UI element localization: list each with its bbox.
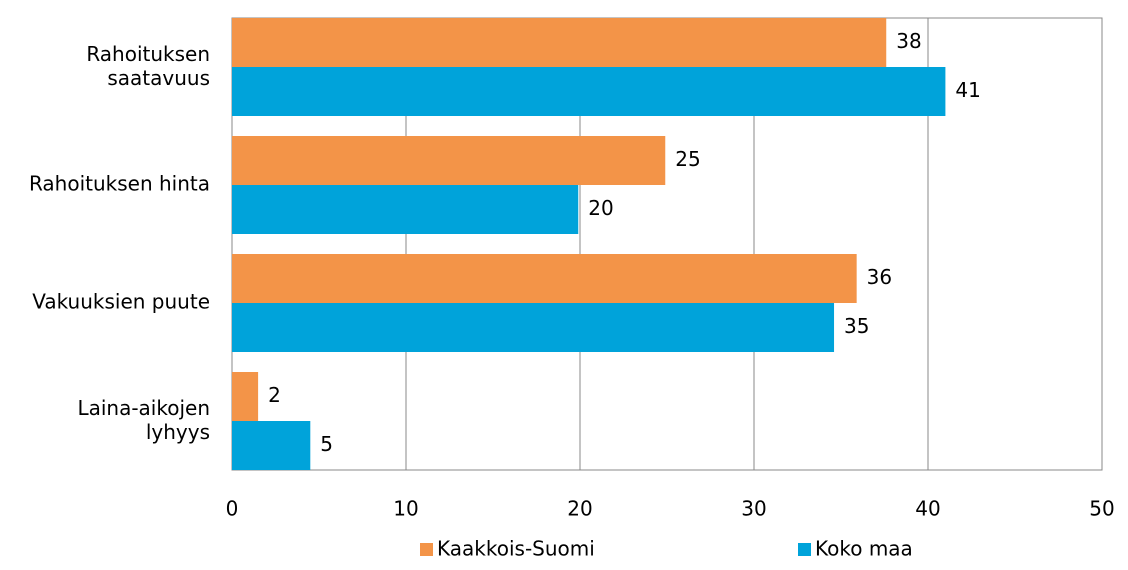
data-label: 41 [955,78,980,102]
bar [232,372,259,421]
data-label: 25 [675,147,700,171]
data-label: 5 [320,432,333,456]
bar [232,254,857,303]
data-label: 38 [896,29,921,53]
x-tick-label: 40 [915,497,940,521]
y-tick-label: Vakuuksien puute [32,290,210,314]
bar [232,136,666,185]
legend-label: Koko maa [815,537,913,561]
legend-swatch [420,543,433,556]
x-tick-label: 0 [226,497,239,521]
y-tick-label: Rahoituksen hinta [29,172,210,196]
data-label: 20 [588,196,613,220]
bar [232,421,311,470]
data-label: 2 [268,383,281,407]
x-tick-label: 20 [567,497,592,521]
legend-swatch [798,543,811,556]
bar [232,185,579,234]
y-tick-label: Laina-aikojen lyhyys [77,396,210,444]
data-label: 36 [867,265,892,289]
y-tick-label: Rahoituksen saatavuus [86,42,210,90]
x-tick-label: 50 [1089,497,1114,521]
bar [232,67,946,116]
bar [232,303,835,352]
x-tick-label: 10 [393,497,418,521]
bar [232,18,887,67]
legend-label: Kaakkois-Suomi [437,537,595,561]
x-tick-label: 30 [741,497,766,521]
data-label: 35 [844,314,869,338]
